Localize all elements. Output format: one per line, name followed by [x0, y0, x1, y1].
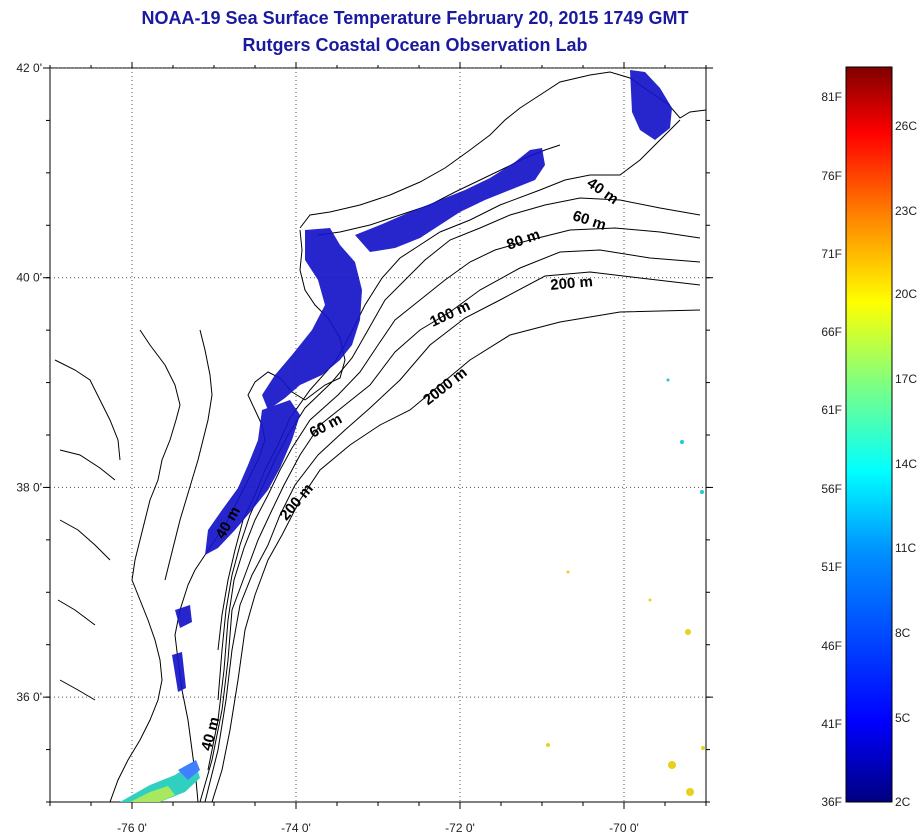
lat-tick-label: 38 0' [16, 480, 42, 494]
coast-virginia-nc [109, 579, 163, 802]
lat-tick-label: 42 0' [16, 61, 42, 75]
lon-tick-label: -72 0' [445, 821, 475, 832]
sst-patch-new-jersey-shelf [262, 228, 362, 410]
coast-inland-rivers [54, 359, 121, 701]
map-title: NOAA-19 Sea Surface Temperature February… [141, 8, 689, 28]
colorbar-label-celsius: 17C [895, 372, 917, 386]
colorbar-label-celsius: 2C [895, 795, 911, 809]
contour-100m [199, 249, 701, 802]
sst-patch-nc [172, 652, 186, 692]
colorbar-label-celsius: 23C [895, 204, 917, 218]
coast-chesapeake-west [131, 329, 181, 581]
colorbar-label-fahrenheit: 66F [821, 325, 842, 339]
sst-patch-virginia [175, 605, 192, 628]
colorbar-label-celsius: 20C [895, 287, 917, 301]
contour-label: 200 m [550, 273, 594, 294]
sst-warm-specks [546, 570, 705, 796]
graticule [50, 68, 706, 802]
colorbar-label-fahrenheit: 46F [821, 639, 842, 653]
coast-chesapeake-east [164, 329, 213, 581]
colorbar-label-fahrenheit: 36F [821, 795, 842, 809]
colorbar-label-celsius: 26C [895, 119, 917, 133]
lat-tick-label: 40 0' [16, 271, 42, 285]
sst-patch-southern-new-england [355, 148, 545, 252]
contour-200m [204, 271, 701, 802]
colorbar-label-fahrenheit: 71F [821, 247, 842, 261]
colorbar-label-fahrenheit: 56F [821, 482, 842, 496]
colorbar-labels: 81F 76F 71F 66F 61F 56F 51F 46F 41F 36F 26C 23C 20C 1… [821, 90, 917, 809]
colorbar-label-fahrenheit: 76F [821, 169, 842, 183]
sst-patch-delmarva-shelf [205, 400, 300, 555]
colorbar-label-celsius: 14C [895, 457, 917, 471]
lon-tick-label: -76 0' [117, 821, 147, 832]
contour-80m [207, 227, 701, 771]
sst-warm-water-south [120, 760, 200, 802]
colorbar-label-celsius: 5C [895, 711, 911, 725]
colorbar-label-fahrenheit: 81F [821, 90, 842, 104]
map-subtitle: Rutgers Coastal Ocean Observation Lab [242, 35, 588, 55]
colorbar-label-celsius: 11C [895, 541, 916, 555]
sst-patch-gulf-of-maine [630, 70, 672, 140]
lon-tick-label: -70 0' [609, 821, 639, 832]
sst-cyan-specks [666, 378, 704, 494]
colorbar-label-fahrenheit: 41F [821, 717, 842, 731]
contour-60m [217, 197, 701, 701]
lon-tick-label: -74 0' [281, 821, 311, 832]
colorbar-label-fahrenheit: 51F [821, 560, 842, 574]
lat-tick-label: 36 0' [16, 690, 42, 704]
map-frame [49, 67, 707, 803]
colorbar-label-fahrenheit: 61F [821, 403, 842, 417]
colorbar [845, 66, 893, 803]
contour-2000m [211, 309, 701, 802]
colorbar-label-celsius: 8C [895, 626, 911, 640]
axis-ticks [43, 62, 713, 809]
axis-tick-labels: -76 0' -74 0' -72 0' -70 0' 42 0' 40 0' 38 0' 3… [16, 61, 638, 832]
sst-cold-water [172, 70, 672, 692]
